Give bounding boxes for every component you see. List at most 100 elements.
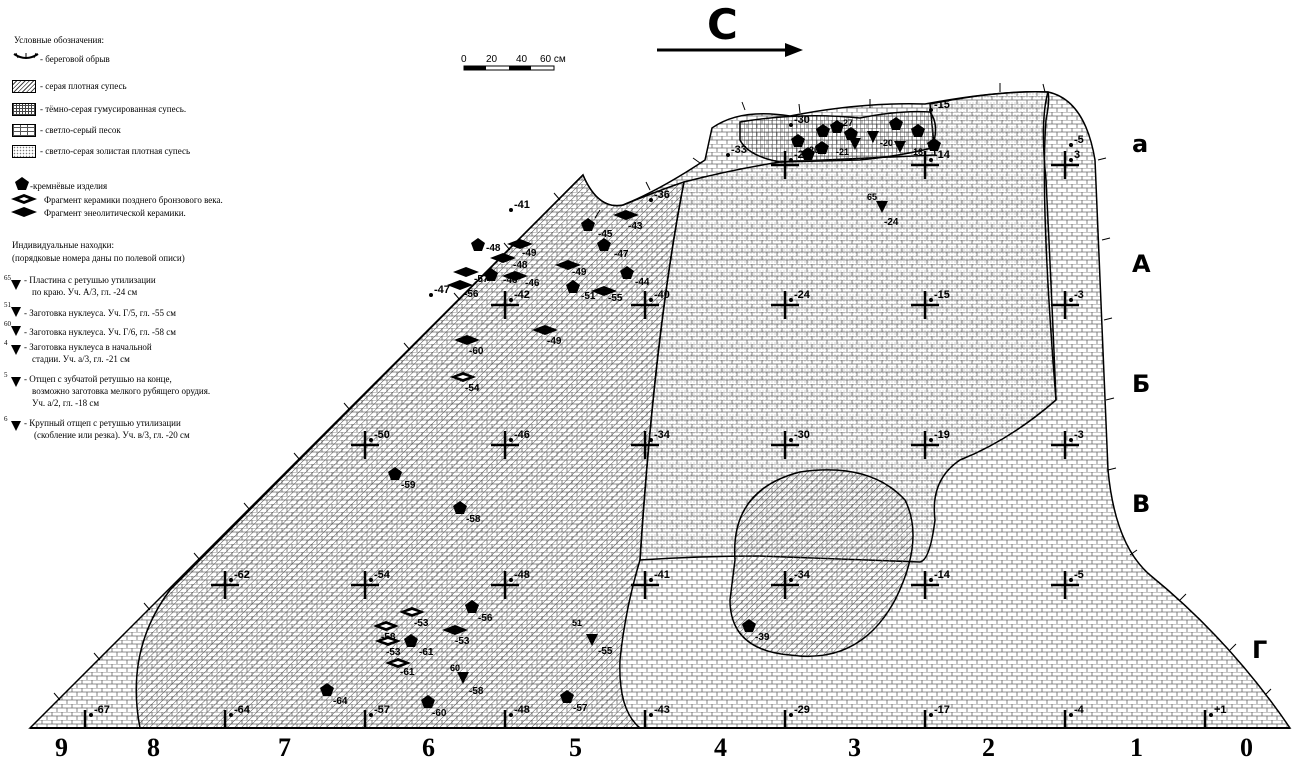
find-label: -51 — [581, 291, 596, 302]
legend-symbol-label: Фрагмент энеолитической керамики. — [44, 208, 186, 218]
legend-symbol-label: Фрагмент керамики позднего бронзового ве… — [44, 195, 223, 205]
find-triangle — [894, 141, 906, 153]
depth-label: -3 — [1074, 429, 1084, 441]
ceramic-eneolithic-diamond — [591, 286, 617, 296]
depth-label: -57 — [374, 704, 390, 716]
flint-pentagon — [889, 117, 903, 130]
depth-label: -67 — [94, 704, 110, 716]
grid-crosses — [83, 151, 1207, 728]
find-label: -46 — [525, 278, 540, 289]
find-desc-line: - Заготовка нуклеуса в начальной — [24, 342, 152, 352]
depth-point — [649, 198, 653, 202]
find-label: 51 — [572, 618, 582, 628]
find-label: -21 — [836, 147, 849, 157]
depth-label: -14 — [934, 569, 951, 581]
find-label: -57 — [474, 274, 489, 285]
ceramic-bronze-age-center — [382, 639, 394, 643]
find-desc-line: - Заготовка нуклеуса. Уч. Г/5, гл. -55 с… — [24, 308, 176, 318]
depth-label: -41 — [514, 199, 530, 211]
depth-label: -48 — [514, 569, 530, 581]
find-label: -64 — [333, 696, 348, 707]
flint-pentagon — [453, 501, 467, 514]
column-label: 3 — [848, 733, 861, 762]
find-triangle — [586, 634, 598, 646]
find-label: -60 — [432, 708, 447, 719]
find-label: -61 — [400, 667, 415, 678]
flint-pentagon — [581, 218, 595, 231]
soil-boundary-east — [1042, 91, 1057, 401]
find-label: 60 — [450, 663, 460, 673]
triangle-find-icon — [11, 377, 21, 387]
soil-grey-loam-oval — [729, 469, 914, 657]
depth-label: -30 — [794, 429, 810, 441]
scale-tick-label: 60 см — [540, 54, 566, 65]
find-number: 6 — [4, 415, 8, 423]
depth-label: -43 — [654, 704, 670, 716]
find-label: -58 — [466, 514, 481, 525]
depth-label: -36 — [654, 189, 670, 201]
depth-point — [789, 713, 793, 717]
scale-tick-label: 40 — [516, 54, 528, 65]
legend-soil-label: - светло-серая золистая плотная супесь — [40, 146, 191, 156]
row-label: Б — [1132, 370, 1151, 398]
find-label: -56 — [464, 289, 479, 300]
find-label: -55 — [598, 646, 613, 657]
finds-subtitle: (порядковые номера даны по полевой описи… — [12, 253, 185, 263]
depth-label: -30 — [794, 114, 810, 126]
depth-label: -33 — [731, 144, 747, 156]
find-label: -20 — [880, 138, 893, 148]
depth-label: -41 — [654, 569, 670, 581]
depth-label: -54 — [374, 569, 391, 581]
depth-point — [1069, 438, 1073, 442]
depth-label: -17 — [934, 704, 950, 716]
depth-point — [1069, 143, 1073, 147]
find-label: -56 — [478, 613, 493, 624]
flint-pentagon — [830, 120, 844, 133]
ceramic-eneolithic-diamond — [453, 267, 479, 277]
depth-point — [429, 293, 433, 297]
legend-symbol-label: -кремнёвые изделия — [30, 181, 108, 191]
depth-point — [509, 208, 513, 212]
depth-point — [1069, 158, 1073, 162]
flint-pentagon — [742, 619, 756, 632]
soil-humus-loam-area — [739, 110, 937, 163]
depth-label: -62 — [234, 569, 250, 581]
find-label: -49 — [547, 336, 562, 347]
column-label: 0 — [1240, 733, 1253, 762]
depth-label: -34 — [654, 429, 671, 441]
depth-point — [649, 578, 653, 582]
find-desc-line: стадии. Уч. а/3, гл. -21 см — [32, 354, 130, 364]
depth-label: -48 — [514, 704, 530, 716]
depth-point — [229, 713, 233, 717]
ceramic-bronze-age-center — [406, 610, 418, 614]
flint-pentagon — [560, 690, 574, 703]
depth-point — [1069, 298, 1073, 302]
scale-bar — [463, 65, 555, 71]
depth-point — [1209, 713, 1213, 717]
depth-label: -50 — [374, 429, 390, 441]
depth-label: -3 — [1074, 289, 1084, 301]
depth-label: -24 — [794, 289, 811, 301]
ceramic-eneolithic-diamond — [613, 210, 639, 220]
find-label: -53 — [386, 647, 401, 658]
legend-title: Условные обозначения: — [14, 35, 105, 45]
find-label: -53 — [414, 618, 429, 629]
find-number: 4 — [4, 339, 8, 347]
diamond-solid-icon — [11, 207, 37, 217]
depth-point — [1069, 713, 1073, 717]
north-letter: С — [707, 0, 738, 49]
find-label: -26 — [806, 145, 819, 155]
depth-label: -15 — [934, 289, 950, 301]
find-label: -49 — [522, 248, 537, 259]
find-triangle — [849, 138, 861, 150]
find-triangle — [867, 131, 879, 143]
depth-point — [1069, 578, 1073, 582]
depth-label: -46 — [514, 429, 530, 441]
depth-point — [509, 438, 513, 442]
depth-point — [509, 298, 513, 302]
flint-pentagon — [566, 280, 580, 293]
pentagon-icon — [15, 177, 29, 190]
find-label: -58 — [469, 686, 484, 697]
flint-pentagon — [388, 467, 402, 480]
find-number: 60 — [4, 320, 11, 328]
